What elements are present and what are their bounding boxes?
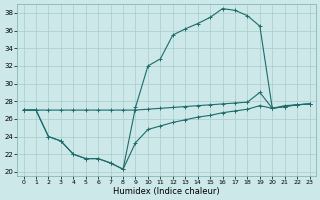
X-axis label: Humidex (Indice chaleur): Humidex (Indice chaleur) [113,187,220,196]
